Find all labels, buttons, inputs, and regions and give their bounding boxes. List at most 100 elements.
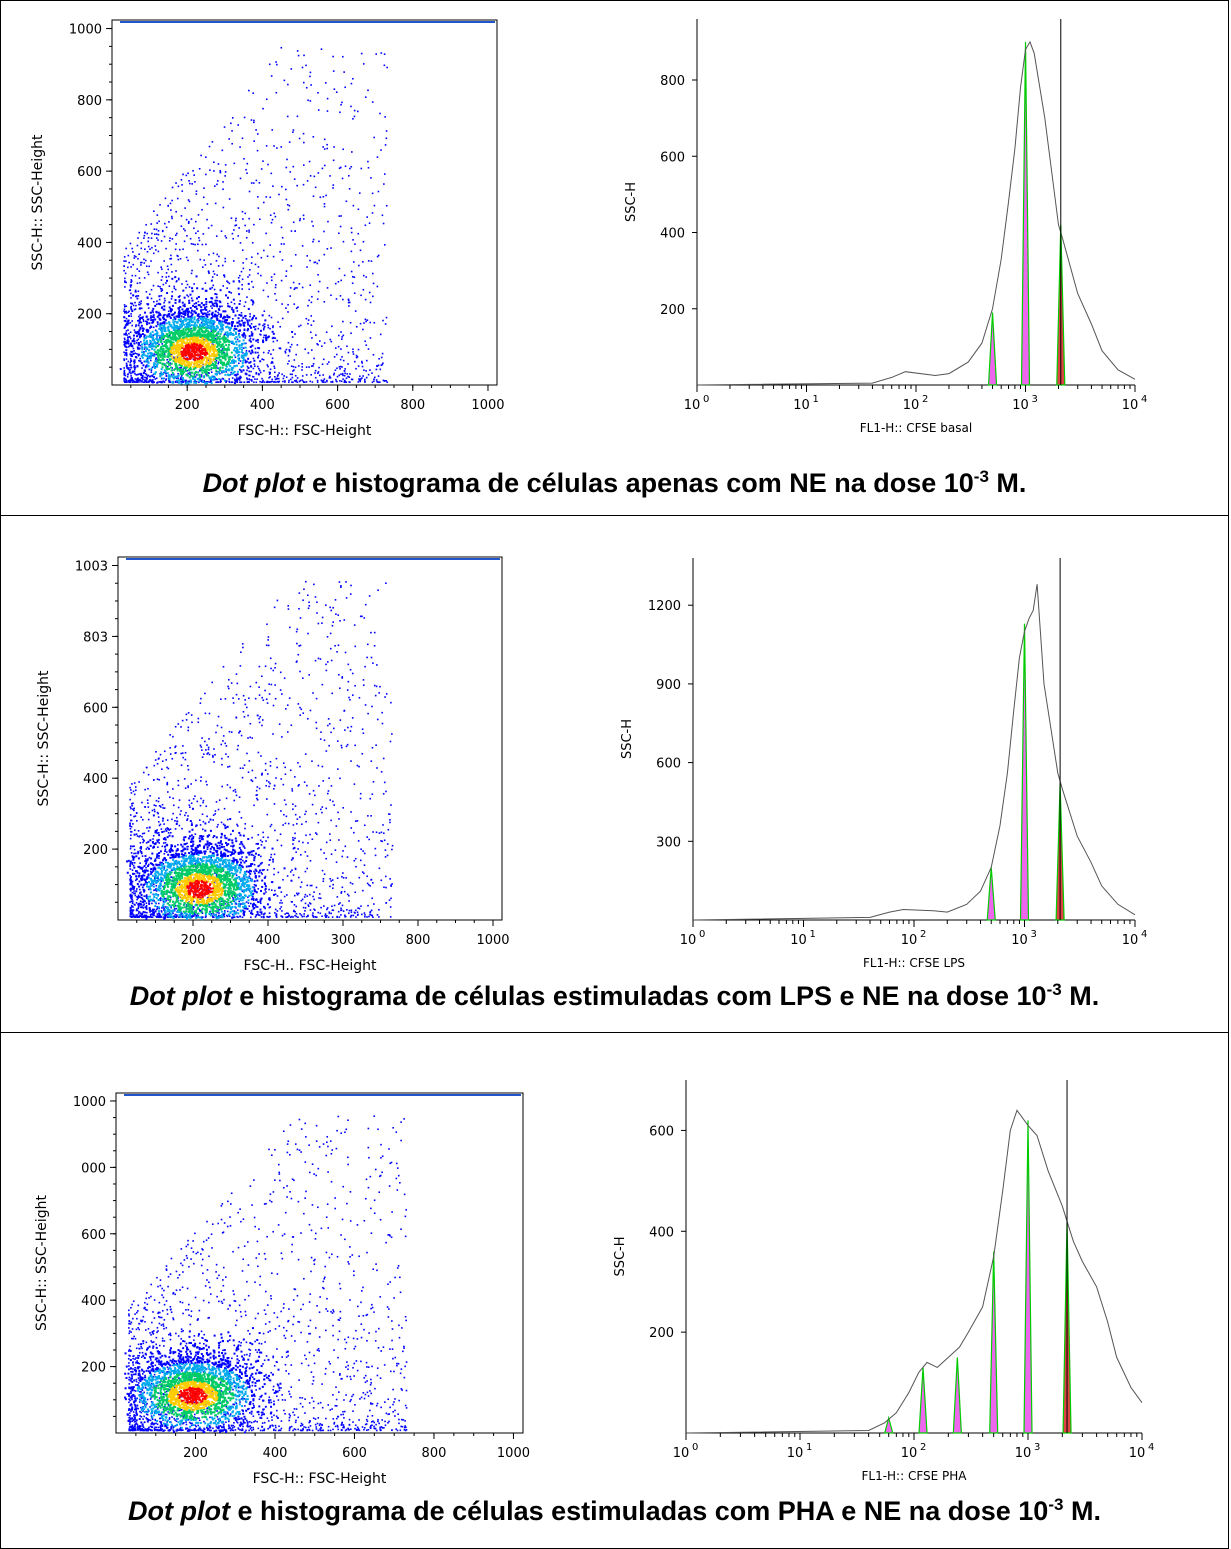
event-dot <box>180 322 183 325</box>
event-dot <box>347 301 350 304</box>
event-dot <box>227 360 230 363</box>
event-dot <box>169 237 171 240</box>
event-dot <box>179 295 181 297</box>
event-dot <box>233 327 236 330</box>
event-dot <box>183 366 186 369</box>
event-dot <box>227 316 230 319</box>
event-dot <box>177 372 179 375</box>
event-dot <box>277 377 280 380</box>
event-dot <box>150 223 153 225</box>
event-dot <box>143 277 146 279</box>
event-dot <box>190 361 193 364</box>
event-dot <box>358 378 360 380</box>
event-dot <box>223 363 226 366</box>
event-dot <box>325 807 328 810</box>
event-dot <box>313 357 315 360</box>
event-dot <box>296 892 298 895</box>
event-dot <box>350 165 353 168</box>
event-dot <box>352 275 354 278</box>
event-dot <box>176 321 179 324</box>
event-dot <box>269 368 272 371</box>
event-dot <box>211 276 214 278</box>
event-dot <box>189 371 191 374</box>
event-dot <box>239 377 242 380</box>
x-tick-exponent: 2 <box>922 394 928 405</box>
event-dot <box>140 300 143 302</box>
event-dot <box>340 914 342 916</box>
event-dot <box>133 360 135 363</box>
event-dot <box>212 252 215 255</box>
y-tick-label: 1000 <box>69 23 102 38</box>
event-dot <box>160 341 163 344</box>
event-dot <box>332 909 335 912</box>
event-dot <box>128 367 130 369</box>
event-dot <box>296 344 299 346</box>
event-dot <box>294 910 296 913</box>
event-dot <box>389 821 391 824</box>
event-dot <box>194 380 197 382</box>
event-dot <box>317 372 319 375</box>
event-dot <box>243 333 246 336</box>
event-dot <box>139 896 141 898</box>
event-dot <box>169 355 172 358</box>
event-dot <box>347 299 350 302</box>
event-dot <box>290 68 293 70</box>
event-dot <box>262 699 265 702</box>
event-dot <box>124 380 127 383</box>
x-tick-label: 10 <box>903 398 920 413</box>
event-dot <box>203 320 206 323</box>
event-dot <box>163 305 166 308</box>
event-dot <box>162 863 165 865</box>
event-dot <box>201 369 204 372</box>
event-dot <box>169 828 172 831</box>
event-dot <box>158 842 161 844</box>
event-dot <box>377 190 380 193</box>
event-dot <box>184 337 187 340</box>
event-dot <box>204 363 207 366</box>
event-dot <box>384 116 386 118</box>
event-dot <box>272 349 275 351</box>
event-dot <box>213 161 215 164</box>
event-dot <box>222 206 225 209</box>
event-dot <box>126 342 129 344</box>
event-dot <box>274 378 277 381</box>
event-dot <box>361 615 363 618</box>
event-dot <box>193 374 196 377</box>
event-dot <box>307 904 310 906</box>
event-dot <box>163 381 166 384</box>
event-dot <box>193 347 196 350</box>
event-dot <box>224 260 227 263</box>
event-dot <box>157 271 159 274</box>
event-dot <box>292 916 294 918</box>
event-dot <box>291 373 294 376</box>
event-dot <box>225 380 228 382</box>
event-dot <box>330 880 332 882</box>
event-dot <box>123 341 126 343</box>
event-dot <box>180 343 183 346</box>
event-dot <box>192 914 195 917</box>
event-dot <box>177 357 180 360</box>
event-dot <box>175 337 178 340</box>
event-dot <box>154 759 157 761</box>
event-dot <box>206 349 209 352</box>
event-dot <box>184 366 187 369</box>
event-dot <box>123 351 125 354</box>
event-dot <box>143 360 146 363</box>
event-dot <box>151 336 154 339</box>
event-dot <box>154 318 157 321</box>
event-dot <box>181 351 184 354</box>
event-dot <box>378 916 380 918</box>
event-dot <box>292 874 295 876</box>
event-dot <box>124 277 126 280</box>
y-tick-label: 400 <box>660 227 685 242</box>
event-dot <box>172 342 175 345</box>
event-dot <box>149 248 151 250</box>
event-dot <box>166 367 169 370</box>
event-dot <box>287 362 289 365</box>
event-dot <box>268 683 270 685</box>
event-dot <box>238 344 241 347</box>
event-dot <box>358 192 361 194</box>
event-dot <box>264 319 267 322</box>
event-dot <box>308 674 311 676</box>
y-tick-label: 200 <box>77 308 102 323</box>
